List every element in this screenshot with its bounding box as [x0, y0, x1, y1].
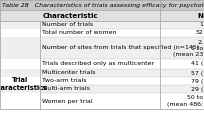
- Text: 57 (: 57 (: [191, 70, 203, 75]
- Text: Multi-arm trials: Multi-arm trials: [42, 87, 90, 92]
- Text: 50 to
(mean 486;: 50 to (mean 486;: [167, 95, 203, 107]
- Text: Characteristic: Characteristic: [43, 13, 99, 18]
- Bar: [0, 37, 204, 59]
- Text: 41 (: 41 (: [191, 62, 203, 67]
- Bar: [0, 69, 204, 77]
- Text: Number of trials: Number of trials: [42, 23, 93, 28]
- Bar: [0, 77, 204, 85]
- Text: Two-arm trials: Two-arm trials: [42, 78, 86, 84]
- Text: Women per trial: Women per trial: [42, 99, 93, 104]
- Bar: [0, 10, 204, 21]
- Text: 1: 1: [199, 23, 203, 28]
- Text: Multicenter trials: Multicenter trials: [42, 70, 95, 75]
- Bar: [0, 85, 204, 93]
- Bar: [0, 93, 204, 109]
- Bar: [0, 29, 204, 37]
- Text: Number of sites from trials that specified (n=145): Number of sites from trials that specifi…: [42, 45, 199, 50]
- Text: 79 (: 79 (: [191, 78, 203, 84]
- Text: Trials described only as multicenter: Trials described only as multicenter: [42, 62, 154, 67]
- Text: Table 28   Characteristics of trials assessing efficacy for psychological sympto: Table 28 Characteristics of trials asses…: [2, 3, 204, 8]
- Text: 52: 52: [195, 31, 203, 36]
- Bar: [0, 59, 204, 69]
- Text: 2,
1 to
(mean 23: 2, 1 to (mean 23: [173, 39, 203, 57]
- Text: 29 (: 29 (: [191, 87, 203, 92]
- Text: N: N: [197, 13, 203, 18]
- Text: Total number of women: Total number of women: [42, 31, 116, 36]
- Bar: [0, 21, 204, 29]
- Bar: [0, 0, 204, 10]
- Text: Trial
Characteristics: Trial Characteristics: [0, 77, 48, 91]
- Bar: [0, 0, 204, 109]
